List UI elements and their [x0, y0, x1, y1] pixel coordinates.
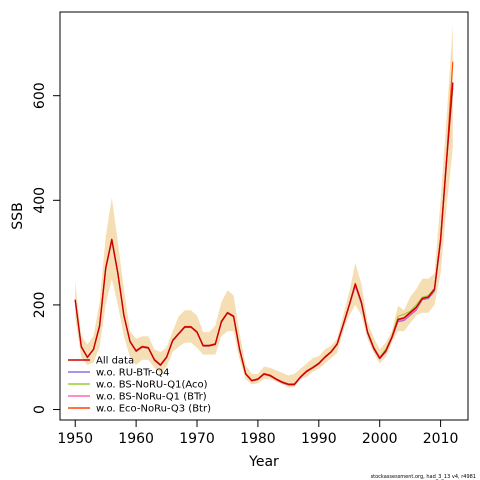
y-tick-label: 400: [32, 187, 48, 214]
series-line-0: [74, 82, 454, 386]
series-lines-layer: [74, 61, 454, 386]
y-tick-label: 600: [32, 82, 48, 109]
x-tick-label: 1990: [301, 431, 337, 447]
legend-label-2: w.o. BS-NoRU-Q1(Aco): [96, 380, 208, 391]
confidence-band-layer: [75, 25, 453, 388]
y-axis: 0 200 400 600: [32, 82, 61, 414]
x-tick-label: 1980: [240, 431, 276, 447]
x-axis-title: Year: [248, 454, 279, 470]
x-tick-label: 2010: [423, 431, 459, 447]
x-tick-label: 2000: [362, 431, 398, 447]
x-tick-label: 1960: [118, 431, 154, 447]
y-axis-title: SSB: [10, 202, 26, 229]
legend-label-3: w.o. BS-NoRu-Q1 (BTr): [96, 392, 207, 403]
legend-label-4: w.o. Eco-NoRu-Q3 (Btr): [96, 404, 211, 415]
y-tick-label: 200: [32, 292, 48, 319]
confidence-band: [75, 25, 453, 388]
y-tick-label: 0: [32, 405, 48, 414]
footnote: stockassessment.org, had_3_13 v4, r4981: [371, 474, 476, 480]
legend-label-1: w.o. RU-BTr-Q4: [96, 368, 169, 379]
x-tick-label: 1950: [57, 431, 93, 447]
legend-label-0: All data: [96, 356, 134, 367]
x-axis: 1950 1960 1970 1980 1990 2000 2010: [57, 419, 459, 447]
x-tick-label: 1970: [179, 431, 215, 447]
